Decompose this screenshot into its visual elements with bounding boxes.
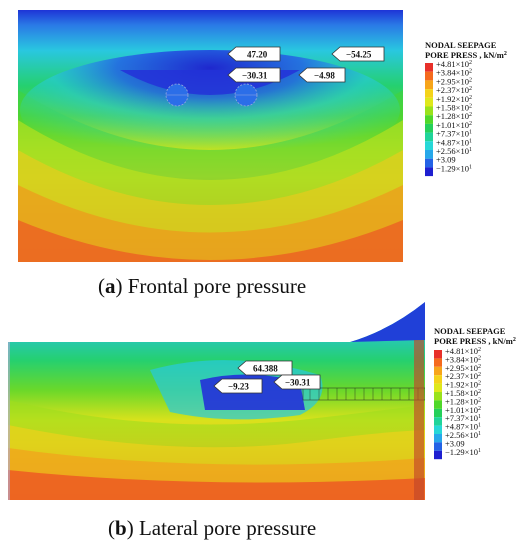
legend-b-swatch-10: [434, 434, 442, 443]
legend-a-swatch-8: [425, 132, 433, 142]
callout-a2: −54.25: [331, 46, 385, 62]
svg-text:−4.98: −4.98: [314, 71, 335, 81]
legend-b-swatch-12: [434, 450, 442, 460]
caption-b: (b) Lateral pore pressure: [108, 516, 317, 540]
legend-b-label-4: +1.92×102: [445, 380, 481, 390]
legend-b-label-8: +7.37×101: [445, 413, 481, 423]
svg-text:64.388: 64.388: [253, 364, 278, 374]
legend-b-swatch-3: [434, 375, 442, 384]
legend-b-swatch-7: [434, 408, 442, 418]
callout-a3: −30.31: [227, 67, 281, 83]
callout-b1: 64.388: [237, 360, 293, 376]
svg-text:−54.25: −54.25: [346, 50, 372, 60]
legend-a-label-7: +1.01×102: [436, 120, 472, 130]
legend-b-swatch-4: [434, 383, 442, 392]
legend-a-swatch-5: [425, 106, 433, 116]
legend-a-label-8: +7.37×101: [436, 129, 472, 139]
legend-a: NODAL SEEPAGE PORE PRESS , kN/m2 +4.81×1…: [425, 40, 507, 177]
legend-a-swatch-4: [425, 97, 433, 107]
frontal-contour-plot: 47.20 −54.25 −30.31 −4.98 NODAL SEEPAGE …: [18, 10, 507, 262]
legend-b-swatch-9: [434, 425, 442, 434]
legend-a-swatch-0: [425, 63, 433, 72]
callout-b2: −9.23: [213, 378, 263, 394]
legend-a-swatch-11: [425, 158, 433, 168]
legend-b-swatch-5: [434, 392, 442, 401]
wall-strip: [414, 340, 424, 500]
legend-a-label-1: +3.84×102: [436, 68, 472, 78]
legend-b-swatch-11: [434, 442, 442, 451]
svg-text:PORE PRESS , kN/m2: PORE PRESS , kN/m2: [434, 336, 516, 346]
legend-a-swatch-7: [425, 123, 433, 133]
legend-a-label-3: +2.37×102: [436, 85, 472, 95]
legend-b-swatch-6: [434, 400, 442, 409]
legend-a-label-12: −1.29×101: [436, 163, 472, 173]
legend-b-swatch-0: [434, 350, 442, 359]
legend-b-label-3: +2.37×102: [445, 371, 481, 381]
legend-b-label-5: +1.58×102: [445, 388, 481, 398]
legend-a-swatch-6: [425, 115, 433, 124]
svg-text:47.20: 47.20: [247, 50, 268, 60]
legend-a-swatch-1: [425, 71, 433, 81]
legend-b-swatch-8: [434, 417, 442, 426]
caption-a: (a) Frontal pore pressure: [98, 274, 307, 298]
legend-b-label-11: +3.09: [445, 438, 465, 448]
legend-a-label-5: +1.58×102: [436, 103, 472, 113]
legend-b-label-1: +3.84×102: [445, 354, 481, 364]
svg-text:−30.31: −30.31: [285, 378, 311, 388]
legend-b-label-2: +2.95×102: [445, 363, 481, 373]
legend-b-label-12: −1.29×101: [445, 447, 481, 457]
svg-text:PORE PRESS , kN/m2: PORE PRESS , kN/m2: [425, 50, 507, 60]
legend-a-label-9: +4.87×101: [436, 137, 472, 147]
legend-a-label-4: +1.92×102: [436, 94, 472, 104]
legend-a-label-0: +4.81×102: [436, 59, 472, 69]
legend-a-swatch-3: [425, 89, 433, 98]
legend-b-label-9: +4.87×101: [445, 422, 481, 432]
svg-text:NODAL SEEPAGE: NODAL SEEPAGE: [425, 40, 497, 50]
lateral-field: [8, 302, 425, 500]
legend-b-swatch-1: [434, 358, 442, 367]
legend-b-swatch-2: [434, 366, 442, 376]
legend-a-label-2: +2.95×102: [436, 76, 472, 86]
callout-b3: −30.31: [273, 374, 321, 390]
legend-a-swatch-12: [425, 167, 433, 177]
legend-b-label-6: +1.28×102: [445, 396, 481, 406]
legend-a-label-6: +1.28×102: [436, 111, 472, 121]
legend-b-label-7: +1.01×102: [445, 405, 481, 415]
legend-a-label-11: +3.09: [436, 155, 456, 165]
legend-a-swatch-9: [425, 141, 433, 150]
legend-a-swatch-2: [425, 80, 433, 90]
callout-a1: 47.20: [227, 46, 281, 62]
lateral-contour-plot: 64.388 −9.23 −30.31 NODAL SEEPAGE PORE P…: [8, 302, 516, 500]
legend-a-label-10: +2.56×101: [436, 146, 472, 156]
svg-text:−9.23: −9.23: [228, 382, 249, 392]
legend-b-label-10: +2.56×101: [445, 430, 481, 440]
legend-a-swatch-10: [425, 150, 433, 159]
legend-b-label-0: +4.81×102: [445, 346, 481, 356]
legend-b: NODAL SEEPAGE PORE PRESS , kN/m2 +4.81×1…: [434, 326, 516, 460]
svg-text:NODAL SEEPAGE: NODAL SEEPAGE: [434, 326, 506, 336]
svg-text:−30.31: −30.31: [242, 71, 268, 81]
callout-a4: −4.98: [298, 67, 346, 83]
